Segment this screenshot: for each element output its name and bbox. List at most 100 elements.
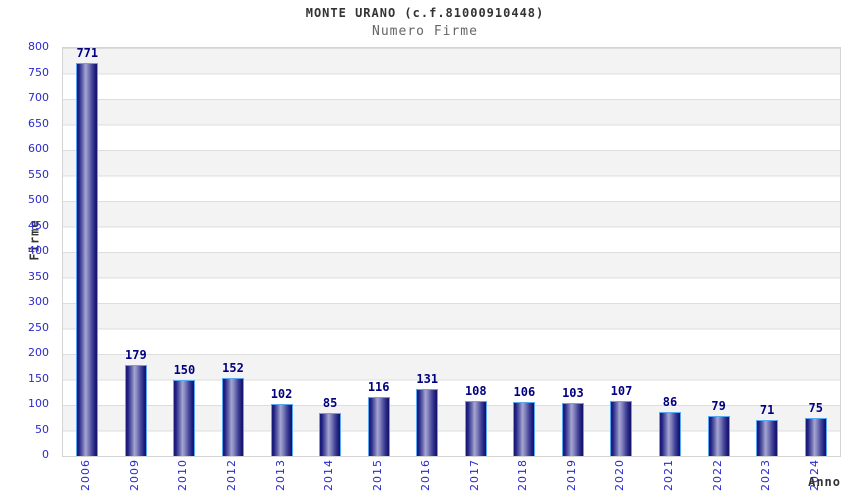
chart-subtitle: Numero Firme [372,24,478,39]
bar-2009 [124,364,147,456]
y-tick-label: 100 [28,397,49,410]
bar-2016 [416,389,439,456]
bar-slot: 75 [791,48,840,456]
x-tick-slot: 2012 [208,459,257,499]
x-tick-slot: 2010 [159,459,208,499]
x-axis-title: Anno [808,475,841,489]
bar-slot: 71 [743,48,792,456]
x-tick-slot: 2006 [62,459,111,499]
bar-slot: 108 [452,48,501,456]
y-tick-label: 200 [28,346,49,359]
bar-value-label: 131 [416,372,439,387]
bar-slot: 131 [403,48,452,456]
y-tick-label: 350 [28,269,49,283]
y-tick-label: 250 [28,320,49,334]
bar-2019 [561,403,584,456]
y-tick-label: 700 [28,91,49,104]
bar-slot: 771 [63,47,112,456]
bars-group: 771 179 150 152 102 85 116 131 108 106 103 107 86 79 7… [63,47,840,456]
bar-slot: 116 [354,48,403,456]
x-tick-label: 2018 [516,459,530,491]
bar-value-label: 116 [367,379,390,394]
y-tick-label: 500 [28,193,49,206]
bar-value-label: 179 [125,347,147,362]
bar-2017 [464,400,487,456]
y-tick-label: 650 [28,116,49,130]
y-tick-label: 450 [28,218,49,232]
y-tick-label: 400 [28,244,49,257]
x-tick-slot: 2022 [693,459,742,499]
x-tick-slot: 2009 [111,459,160,499]
x-tick-label: 2009 [127,459,141,491]
y-tick-label: 150 [28,371,49,385]
x-tick-label: 2022 [710,459,724,491]
plot-area: 771 179 150 152 102 85 116 131 108 106 103 107 86 79 7… [62,47,841,457]
x-tick-slot: 2019 [548,459,597,499]
bar-value-label: 79 [711,398,726,413]
y-tick-label: 800 [28,40,49,53]
bar-2015 [367,396,390,456]
bar-value-label: 103 [562,386,584,401]
bar-2018 [513,401,536,456]
x-tick-label: 2013 [273,459,287,491]
bar-2022 [707,415,730,456]
y-tick-label: 50 [35,422,49,436]
bar-slot: 85 [306,48,355,456]
bar-value-label: 108 [464,383,487,398]
x-tick-label: 2023 [759,459,773,491]
x-axis-ticks: 2006 2009 2010 2012 2013 2014 2015 2016 2017 2018… [62,459,839,499]
x-tick-label: 2014 [322,459,336,491]
bar-slot: 103 [549,48,598,456]
y-tick-label: 750 [28,65,49,79]
y-tick-label: 600 [28,142,49,155]
bar-slot: 79 [694,48,743,456]
bar-value-label: 107 [610,384,633,399]
bar-2010 [173,379,196,456]
bar-value-label: 102 [270,386,293,401]
bar-value-label: 85 [322,395,338,410]
bar-slot: 179 [112,48,161,456]
x-tick-slot: 2018 [499,459,548,499]
bar-value-label: 86 [662,395,678,410]
x-tick-label: 2021 [662,459,676,491]
chart-title: MONTE URANO (c.f.81000910448) [305,6,545,20]
bar-slot: 86 [646,48,695,456]
bar-2012 [221,378,244,456]
x-tick-label: 2006 [79,459,93,491]
x-tick-label: 2017 [467,459,481,491]
bar-2006 [76,62,99,456]
bar-value-label: 71 [759,402,775,417]
x-tick-slot: 2017 [451,459,500,499]
bar-slot: 102 [257,48,306,456]
bar-slot: 152 [209,48,258,456]
bar-slot: 107 [597,48,646,456]
y-tick-label: 0 [42,448,49,461]
y-tick-label: 300 [28,295,49,308]
x-tick-slot: 2020 [596,459,645,499]
bar-value-label: 150 [173,362,196,377]
x-tick-label: 2010 [176,459,190,491]
x-tick-label: 2016 [419,459,433,491]
bar-2014 [319,412,342,456]
x-tick-label: 2020 [613,459,627,491]
x-tick-label: 2019 [564,459,578,491]
bar-value-label: 152 [222,361,244,376]
x-tick-label: 2015 [370,459,384,491]
bar-2024 [804,417,827,456]
bar-slot: 106 [500,48,549,456]
bar-value-label: 106 [513,384,536,399]
x-tick-slot: 2015 [353,459,402,499]
x-tick-slot: 2016 [402,459,451,499]
bar-value-label: 75 [808,400,823,415]
y-axis-ticks: 0 50 100 150 200 250 300 350 400 450 500 550 600 650 7… [0,40,54,461]
x-tick-slot: 2021 [645,459,694,499]
bar-2020 [610,401,633,456]
bar-2023 [756,419,779,456]
x-tick-slot: 2023 [742,459,791,499]
bar-2013 [270,403,293,456]
bar-2021 [659,412,682,456]
x-tick-slot: 2014 [305,459,354,499]
bar-slot: 150 [160,48,209,456]
y-tick-label: 550 [28,167,49,181]
